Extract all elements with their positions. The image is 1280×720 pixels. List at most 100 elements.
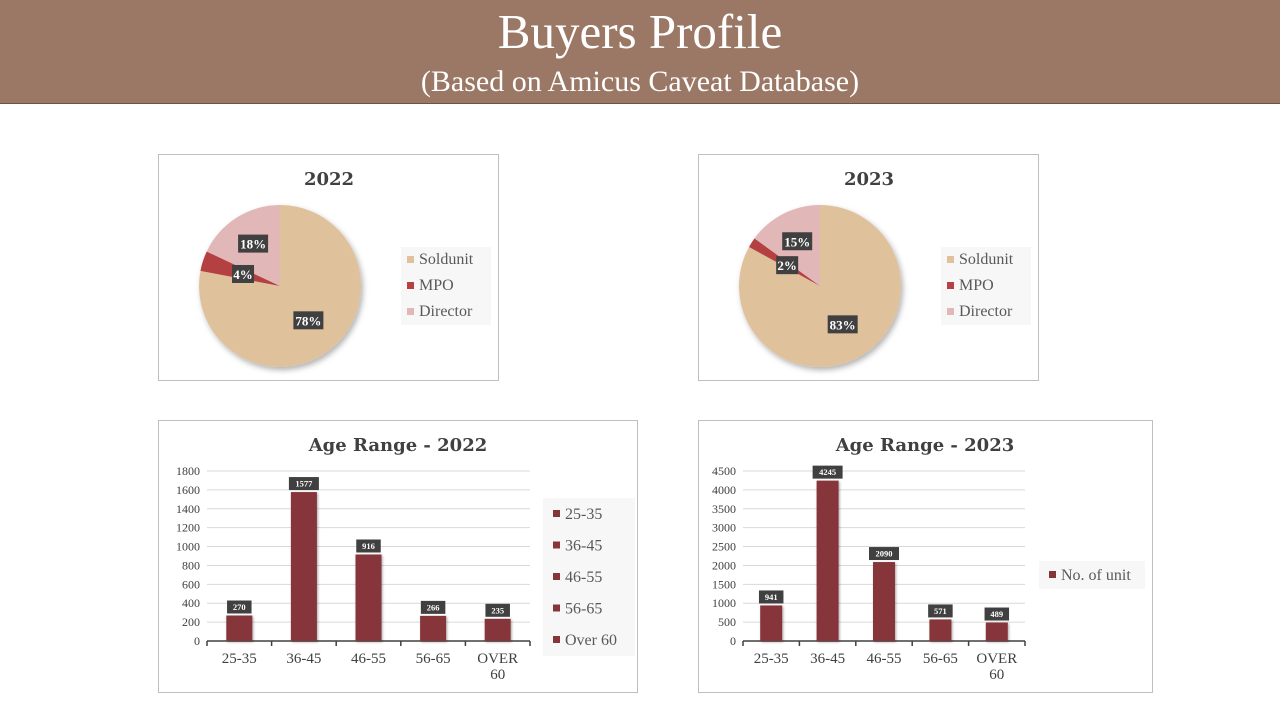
- x-tick-label: 46-55: [351, 651, 386, 667]
- data-label: 83%: [830, 317, 856, 332]
- y-tick-label: 2000: [712, 558, 736, 572]
- legend-swatch: [553, 636, 560, 643]
- data-label: 916: [362, 541, 375, 551]
- bar-36-45: [816, 480, 839, 641]
- bar-46-55: [355, 554, 382, 641]
- legend-item: Over 60: [565, 632, 617, 649]
- data-label: 78%: [295, 313, 321, 328]
- y-tick-label: 600: [182, 577, 200, 591]
- data-label: 571: [934, 606, 947, 616]
- y-tick-label: 1000: [712, 596, 736, 610]
- chart-title: Age Range - 2023: [835, 435, 1015, 456]
- legend-item: 56-65: [565, 601, 602, 618]
- legend-swatch: [553, 604, 560, 612]
- y-tick-label: 3000: [712, 521, 736, 535]
- legend-swatch: [947, 308, 954, 315]
- legend-box: [1039, 561, 1145, 589]
- header-banner: Buyers Profile (Based on Amicus Caveat D…: [0, 0, 1280, 104]
- pie-slices: [199, 205, 362, 368]
- pie-slices: [739, 205, 901, 367]
- data-label: 489: [990, 609, 1003, 619]
- legend-item: 36-45: [565, 538, 602, 555]
- data-label-bg: [485, 603, 510, 617]
- legend-swatch: [1049, 571, 1056, 578]
- legend-item: Director: [959, 303, 1013, 320]
- data-label: 4%: [233, 267, 253, 282]
- x-tick-label: 56-65: [416, 651, 451, 667]
- legend-item: No. of unit: [1061, 567, 1131, 584]
- legend-item: Director: [419, 303, 473, 320]
- bar-over-60: [985, 622, 1008, 641]
- bar-36-45: [290, 492, 317, 641]
- bar-over-60: [484, 618, 511, 641]
- page-subtitle: (Based on Amicus Caveat Database): [420, 65, 860, 98]
- pie-chart-2022: 2022 78% 4% 18% Soldunit MPO Director: [158, 154, 499, 381]
- y-tick-label: 3500: [712, 502, 736, 516]
- x-tick-label-cont: 60: [989, 667, 1004, 683]
- data-label-bg: [356, 539, 381, 553]
- data-label-bg: [827, 315, 858, 334]
- data-label: 18%: [240, 237, 266, 252]
- legend-box: [401, 247, 491, 325]
- data-label-bg: [758, 590, 784, 604]
- data-label-bg: [928, 604, 953, 618]
- legend-swatch: [947, 282, 954, 289]
- legend-item: 46-55: [565, 569, 602, 586]
- y-tick-label: 400: [182, 596, 200, 610]
- data-label-bg: [238, 234, 269, 253]
- pie-chart-2023: 2023 83% 2% 15% Soldunit MPO Director: [698, 154, 1039, 381]
- legend-swatch: [553, 573, 560, 580]
- data-label: 2%: [777, 258, 797, 273]
- y-tick-label: 1200: [176, 521, 200, 535]
- bar-56-65: [420, 615, 447, 641]
- x-tick-label-cont: 60: [490, 667, 505, 683]
- bar-chart-age-2022: Age Range - 2022 0 200 400 600 800 1000 1200 140…: [158, 420, 638, 693]
- data-label: 1577: [295, 479, 313, 489]
- legend-item: MPO: [959, 277, 994, 294]
- data-label: 266: [427, 602, 440, 612]
- data-label: 2090: [876, 549, 893, 559]
- y-tick-label: 200: [182, 615, 200, 629]
- y-tick-label: 4000: [712, 483, 736, 497]
- y-tick-label: 1500: [712, 577, 736, 591]
- x-tick-label: 36-45: [810, 651, 845, 667]
- x-tick-label: 25-35: [222, 651, 257, 667]
- data-label-bg: [420, 600, 446, 614]
- y-tick-label: 0: [194, 634, 200, 648]
- bar-25-35: [760, 605, 783, 641]
- y-tick-label: 500: [718, 615, 736, 629]
- data-label: 235: [491, 605, 504, 615]
- data-label: 4245: [819, 467, 836, 477]
- legend-item: Soldunit: [959, 251, 1014, 268]
- x-tick-label: OVER: [477, 651, 518, 667]
- x-tick-label: 25-35: [754, 651, 789, 667]
- data-label-bg: [869, 547, 899, 561]
- page-title: Buyers Profile: [497, 4, 783, 59]
- data-label-bg: [232, 264, 255, 283]
- data-label-bg: [782, 232, 813, 251]
- bar-56-65: [929, 619, 952, 641]
- data-label-bg: [812, 465, 843, 479]
- y-tick-label: 2500: [712, 540, 736, 554]
- legend-item: Soldunit: [419, 251, 474, 268]
- y-tick-label: 1800: [176, 464, 200, 478]
- bar-chart-age-2023: Age Range - 2023 0 500 1000 1500 2000 2500 3000…: [698, 420, 1153, 693]
- legend-swatch: [407, 308, 414, 315]
- data-label-bg: [288, 477, 319, 491]
- chart-title: 2022: [304, 169, 354, 190]
- y-tick-label: 0: [730, 634, 736, 648]
- legend-item: 25-35: [565, 506, 602, 523]
- legend-swatch: [947, 256, 954, 263]
- y-tick-label: 1000: [176, 540, 200, 554]
- bar-46-55: [873, 562, 895, 641]
- y-tick-label: 1400: [176, 502, 200, 516]
- data-label-bg: [293, 311, 324, 330]
- bar-25-35: [226, 615, 253, 641]
- legend-swatch: [407, 256, 414, 263]
- legend-swatch: [553, 510, 560, 517]
- chart-title: 2023: [844, 169, 894, 190]
- y-tick-label: 1600: [176, 483, 200, 497]
- legend-item: MPO: [419, 277, 454, 294]
- y-tick-label: 800: [182, 558, 200, 572]
- data-label-bg: [776, 256, 799, 275]
